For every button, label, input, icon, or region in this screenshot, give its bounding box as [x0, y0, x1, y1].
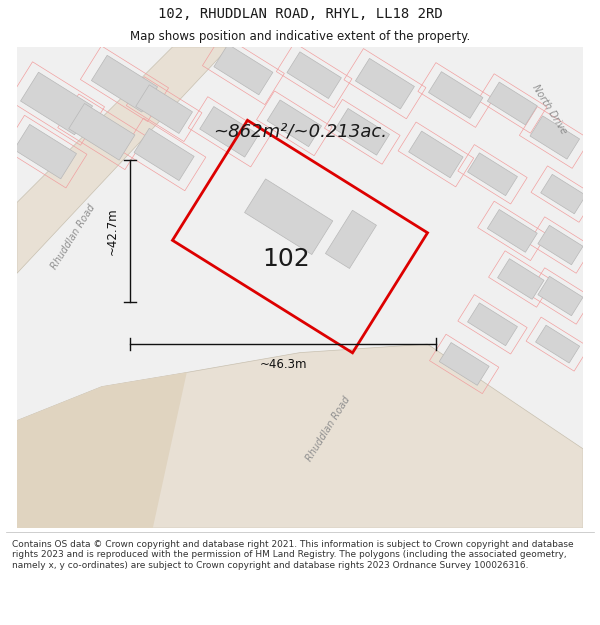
Text: Map shows position and indicative extent of the property.: Map shows position and indicative extent… [130, 30, 470, 43]
Polygon shape [355, 58, 415, 109]
Polygon shape [541, 174, 586, 214]
Polygon shape [409, 131, 463, 178]
Polygon shape [428, 72, 483, 118]
Polygon shape [487, 209, 537, 252]
Polygon shape [91, 56, 158, 112]
Text: Contains OS data © Crown copyright and database right 2021. This information is : Contains OS data © Crown copyright and d… [12, 540, 574, 569]
Text: 102, RHUDDLAN ROAD, RHYL, LL18 2RD: 102, RHUDDLAN ROAD, RHYL, LL18 2RD [158, 7, 442, 21]
Text: Rhuddlan Road: Rhuddlan Road [50, 202, 98, 271]
Polygon shape [325, 210, 376, 269]
Polygon shape [335, 109, 389, 155]
Polygon shape [245, 179, 333, 254]
Polygon shape [214, 44, 273, 95]
Polygon shape [530, 116, 580, 159]
Text: ~42.7m: ~42.7m [106, 207, 119, 255]
Text: ~46.3m: ~46.3m [259, 358, 307, 371]
Polygon shape [487, 82, 537, 125]
Polygon shape [467, 303, 517, 346]
Polygon shape [14, 124, 77, 179]
Polygon shape [17, 372, 187, 528]
Polygon shape [136, 85, 193, 134]
Polygon shape [200, 106, 259, 157]
Polygon shape [17, 47, 229, 273]
Polygon shape [69, 104, 135, 160]
Polygon shape [536, 325, 580, 363]
Polygon shape [20, 72, 92, 135]
Polygon shape [497, 259, 544, 299]
Polygon shape [467, 153, 517, 196]
Polygon shape [134, 128, 194, 181]
Polygon shape [17, 344, 583, 528]
Text: Rhuddlan Road: Rhuddlan Road [304, 395, 352, 463]
Text: ~862m²/~0.213ac.: ~862m²/~0.213ac. [213, 122, 387, 141]
Text: North Drive: North Drive [530, 82, 568, 136]
Polygon shape [287, 52, 341, 99]
Polygon shape [17, 47, 583, 528]
Polygon shape [538, 276, 583, 316]
Text: 102: 102 [262, 248, 310, 271]
Polygon shape [538, 225, 583, 265]
Polygon shape [267, 100, 322, 147]
Polygon shape [439, 342, 489, 386]
